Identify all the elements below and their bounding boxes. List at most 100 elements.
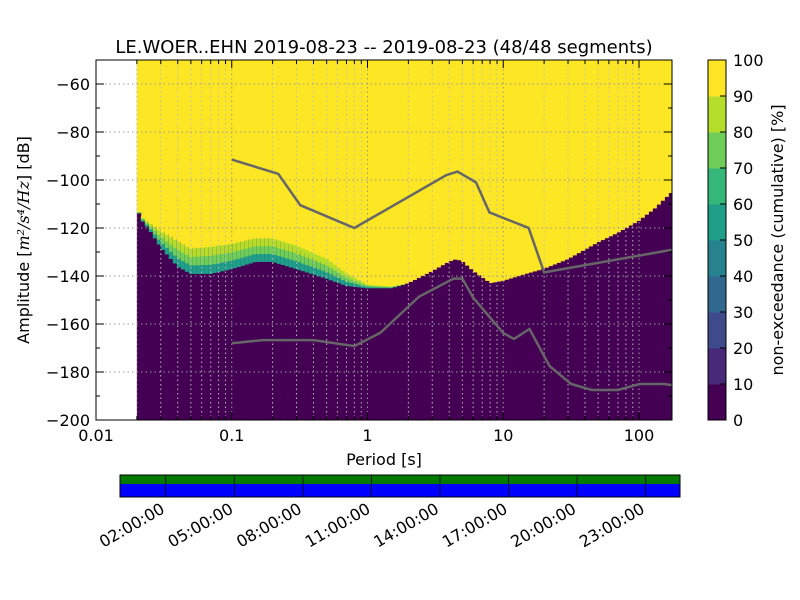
heatmap-cell (444, 262, 450, 420)
heatmap-cell (488, 283, 494, 420)
heatmap-cell (592, 244, 598, 420)
heatmap-cell (244, 256, 250, 265)
heatmap-cell (544, 267, 550, 420)
heatmap-cell (196, 247, 202, 257)
heatmap-cell (412, 279, 418, 420)
heatmap-cell (164, 241, 170, 248)
heatmap-cell (292, 244, 298, 254)
heatmap-cell (496, 281, 502, 420)
heatmap-cell (188, 256, 194, 266)
heatmap-cell (144, 221, 150, 420)
heatmap-cell (236, 241, 242, 251)
heatmap-cell (204, 246, 210, 257)
heatmap-cell (160, 232, 166, 239)
y-tick-label: −60 (56, 75, 90, 94)
heatmap-cell (260, 230, 266, 239)
timeline-psd-coverage (120, 484, 680, 497)
heatmap-cell (316, 262, 322, 270)
heatmap-cell (140, 218, 146, 420)
heatmap-cell (572, 255, 578, 420)
heatmap-cell (372, 283, 378, 286)
heatmap-cell (308, 255, 314, 420)
heatmap-cell (540, 269, 546, 420)
heatmap-cell (376, 286, 382, 288)
heatmap-cell (152, 222, 158, 228)
heatmap-cell (176, 258, 182, 268)
heatmap-cell (348, 280, 354, 420)
heatmap-cell (344, 273, 350, 278)
heatmap-cell (156, 239, 162, 245)
heatmap-cell (532, 271, 538, 420)
heatmap-cell (252, 238, 258, 247)
heatmap-cell (212, 254, 218, 265)
colorbar-tick-label: 60 (733, 195, 753, 214)
heatmap-cell (424, 273, 430, 420)
heatmap-cell (176, 241, 182, 251)
heatmap-cell (212, 237, 218, 247)
heatmap-cell (384, 286, 390, 288)
heatmap-cell (336, 272, 342, 420)
heatmap-cell (524, 273, 530, 420)
colorbar-tick-label: 20 (733, 339, 753, 358)
colorbar-tick-label: 40 (733, 267, 753, 286)
heatmap-cell (272, 246, 278, 255)
heatmap-cell (340, 279, 346, 285)
heatmap-cell (240, 241, 246, 420)
heatmap-cell (248, 231, 254, 240)
heatmap-cell (264, 238, 270, 247)
heatmap-cell (628, 225, 634, 420)
heatmap-cell (348, 275, 354, 280)
heatmap-cell (260, 238, 266, 247)
heatmap-cell (240, 232, 246, 242)
y-axis-label-units: m²/s⁴/Hz (14, 181, 33, 251)
y-axis-label: Amplitude [m²/s⁴/Hz] [dB] (14, 136, 33, 344)
heatmap-cell (392, 287, 398, 420)
heatmap-cell (484, 280, 490, 420)
heatmap-cell (180, 241, 186, 420)
heatmap-cell (240, 249, 246, 258)
heatmap-cell (224, 244, 230, 254)
heatmap-cell (148, 221, 154, 225)
heatmap-cell (184, 262, 190, 272)
heatmap-cell (380, 286, 386, 288)
colorbar-band (708, 384, 726, 421)
heatmap-cell (208, 264, 214, 274)
colorbar-tick-label: 30 (733, 303, 753, 322)
heatmap-cell (384, 285, 390, 287)
y-axis-label-prefix: Amplitude [ (14, 251, 33, 344)
heatmap-cell (332, 275, 338, 282)
heatmap-cell (192, 248, 198, 257)
heatmap-cell (232, 242, 238, 252)
heatmap-cell (152, 225, 158, 420)
heatmap-cell (340, 270, 346, 276)
x-tick-label: 100 (624, 426, 655, 445)
heatmap-cell (420, 275, 426, 420)
heatmap-cell (344, 281, 350, 286)
heatmap-cell (612, 234, 618, 420)
heatmap-cell (136, 211, 142, 213)
heatmap-cell (144, 218, 150, 221)
heatmap-cell (148, 223, 154, 420)
heatmap-cell (236, 258, 242, 267)
heatmap-cell (528, 272, 534, 420)
colorbar-bands (708, 60, 726, 421)
heatmap-cell (356, 284, 362, 420)
heatmap-cell (168, 251, 174, 259)
timeline-tick-label: 05:00:00 (165, 499, 237, 551)
heatmap-cell (372, 288, 378, 420)
heatmap-cell (244, 232, 250, 241)
heatmap-cell (248, 255, 254, 264)
colorbar-band (708, 348, 726, 385)
heatmap-cell (560, 261, 566, 420)
heatmap-cell (136, 211, 142, 213)
heatmap-cell (224, 245, 230, 420)
heatmap-cell (296, 254, 302, 263)
heatmap-cell (328, 261, 334, 269)
y-tick-label: −120 (46, 219, 90, 238)
timeline-tick-label: 20:00:00 (507, 499, 579, 551)
heatmap-cell (380, 285, 386, 287)
heatmap-cell (256, 246, 262, 255)
heatmap-cell (184, 237, 190, 247)
colorbar-ticks: 0 10 20 30 40 50 60 70 80 90 100 (720, 51, 764, 430)
heatmap-cell (216, 246, 222, 420)
